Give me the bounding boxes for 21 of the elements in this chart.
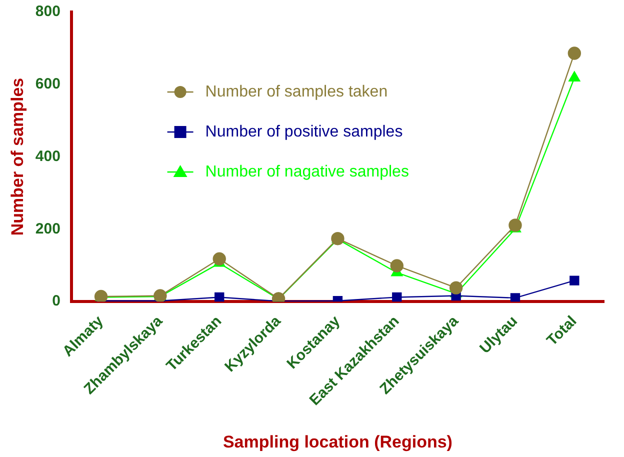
point: [570, 276, 580, 286]
point: [510, 293, 520, 302]
legend-label: Number of samples taken: [205, 83, 388, 100]
point: [568, 71, 580, 82]
y-tick-label: 400: [35, 148, 60, 165]
point: [508, 218, 522, 232]
y-tick-label: 0: [52, 292, 60, 310]
point: [568, 46, 582, 60]
y-tick-label: 200: [35, 220, 60, 238]
point: [449, 281, 463, 294]
y-tick-label: 600: [35, 76, 60, 93]
y-tick-label: 800: [35, 3, 60, 20]
legend-label: Number of positive samples: [205, 123, 403, 140]
point: [390, 259, 404, 272]
y-axis-title: Number of samples: [8, 78, 27, 236]
point: [212, 252, 226, 266]
point: [392, 292, 402, 302]
x-axis-title: Sampling location (Regions): [222, 432, 452, 452]
point: [331, 232, 344, 246]
legend-label: Number of nagative samples: [205, 163, 409, 180]
point: [214, 292, 224, 302]
